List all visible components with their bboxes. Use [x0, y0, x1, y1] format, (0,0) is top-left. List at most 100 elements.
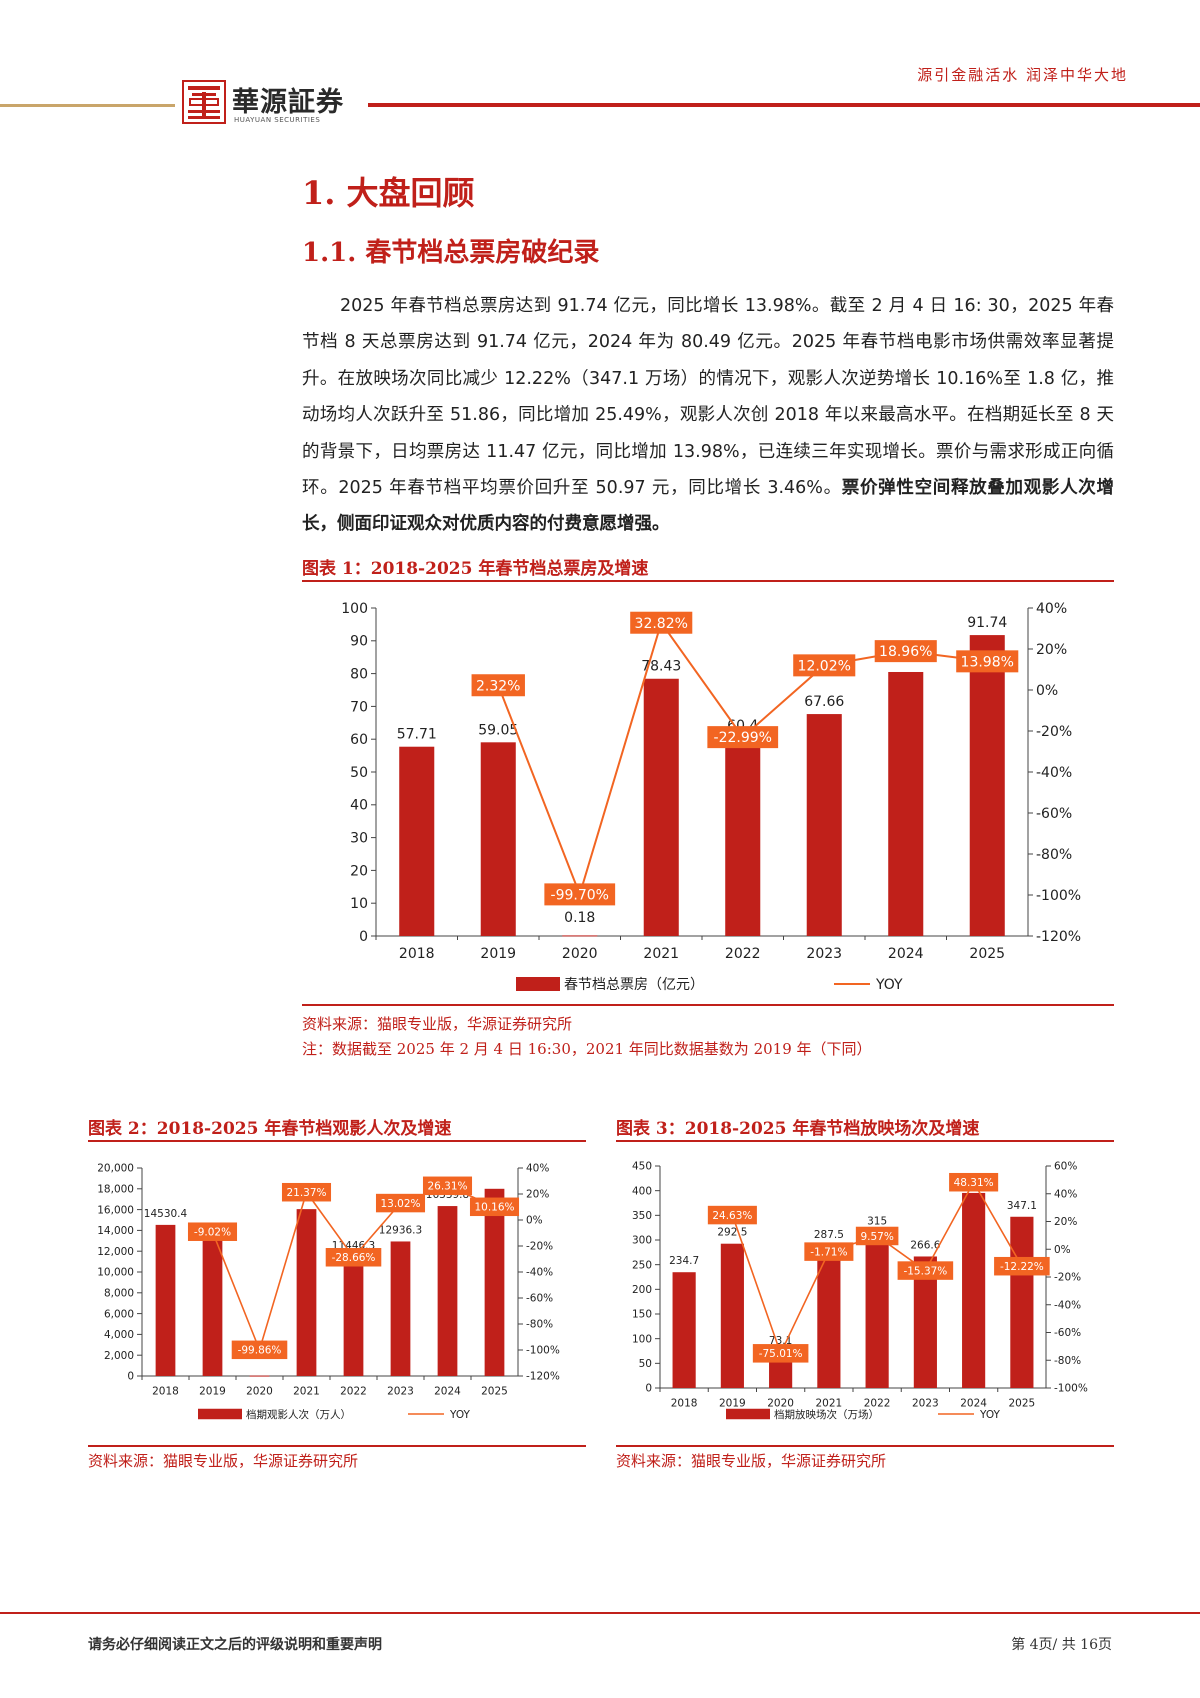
- y-tick-label: 2,000: [104, 1350, 134, 1362]
- yoy-label-box: [897, 1261, 954, 1280]
- y-tick-label: 80: [350, 667, 368, 683]
- figure-1-source: 资料来源：猫眼专业版，华源证券研究所: [302, 1015, 573, 1033]
- y-tick-label: 150: [632, 1309, 652, 1321]
- bar-value-label: 266.6: [910, 1239, 940, 1251]
- y2-tick-label: -120%: [1036, 929, 1081, 945]
- x-tick-label: 2021: [293, 1386, 320, 1398]
- figure-2-source: 资料来源：猫眼专业版，华源证券研究所: [88, 1452, 359, 1470]
- legend-bar-swatch: [516, 977, 560, 991]
- yoy-label-box: [422, 1176, 473, 1196]
- yoy-label-box: [471, 674, 525, 697]
- y-tick-label: 200: [632, 1284, 652, 1296]
- bar-value-label: 59.05: [478, 722, 518, 738]
- logo-seal-icon: [182, 80, 226, 124]
- y-tick-label: 12,000: [97, 1246, 134, 1258]
- y-tick-label: 20,000: [97, 1163, 134, 1175]
- y-tick-label: 250: [632, 1259, 652, 1271]
- bar: [562, 935, 598, 937]
- y2-tick-label: -80%: [1036, 847, 1072, 863]
- bar-value-label: 78.43: [641, 659, 681, 675]
- y-tick-label: 60: [350, 732, 368, 748]
- figure-1-rule: [302, 580, 1114, 582]
- figure-2-caption: 图表 2：2018-2025 年春节档观影人次及增速: [88, 1119, 452, 1139]
- bar: [969, 635, 1005, 936]
- x-tick-label: 2025: [969, 946, 1005, 962]
- bar-value-label: 287.5: [814, 1229, 844, 1241]
- y2-tick-label: -120%: [526, 1371, 560, 1383]
- yoy-value-label: 12.02%: [798, 658, 851, 674]
- bar-value-label: 14530.4: [144, 1208, 188, 1220]
- logo-name: 華源証券: [232, 87, 344, 118]
- y-tick-label: 400: [632, 1185, 652, 1197]
- bar: [865, 1232, 889, 1388]
- bar-value-label: 315: [867, 1216, 887, 1228]
- x-tick-label: 2025: [1009, 1398, 1036, 1410]
- x-tick-label: 2018: [399, 946, 435, 962]
- bar: [672, 1272, 696, 1388]
- bar: [249, 1375, 270, 1377]
- y2-tick-label: 0%: [1036, 683, 1058, 699]
- y2-tick-label: -20%: [1054, 1272, 1081, 1284]
- y-tick-label: 4,000: [104, 1329, 134, 1341]
- bar: [817, 1246, 841, 1388]
- y2-tick-label: 40%: [526, 1163, 549, 1175]
- y2-tick-label: -100%: [1054, 1383, 1088, 1395]
- header-rule-left: [0, 104, 175, 107]
- yoy-label-box: [994, 1256, 1050, 1276]
- bar: [888, 671, 924, 936]
- y-tick-label: 10,000: [97, 1267, 134, 1279]
- figure-3-chart: 450 400 350 300 250 200 150 100 50 0 60% 40% 20% 0% -2…: [632, 1161, 1088, 1421]
- x-tick-label: 2021: [816, 1398, 843, 1410]
- header-rule-right: [368, 103, 1200, 107]
- legend-bar-label: 档期观影人次（万人）: [246, 1408, 351, 1421]
- yoy-value-label: 13.98%: [961, 654, 1014, 670]
- bar-value-label: 347.1: [1007, 1200, 1037, 1212]
- y-tick-label: 10: [350, 896, 368, 912]
- x-tick-label: 2023: [806, 946, 842, 962]
- bar: [437, 1206, 458, 1376]
- y2-tick-label: 0%: [1054, 1244, 1071, 1256]
- figure-3-rule-bottom: [616, 1445, 1114, 1447]
- y-tick-label: 70: [350, 699, 368, 715]
- yoy-value-label: 13.02%: [380, 1198, 420, 1210]
- y-tick-label: 50: [639, 1358, 652, 1370]
- yoy-value-label: -99.86%: [238, 1345, 282, 1357]
- yoy-value-label: -28.66%: [332, 1252, 376, 1264]
- bar: [202, 1238, 223, 1376]
- company-logo: 華源証券 HUAYUAN SECURITIES: [182, 80, 362, 128]
- legend-bar-swatch: [198, 1408, 242, 1420]
- y-tick-label: 14,000: [97, 1225, 134, 1237]
- bar: [484, 1188, 505, 1376]
- legend-bar-swatch: [726, 1408, 770, 1420]
- figure-3-caption: 图表 3：2018-2025 年春节档放映场次及增速: [616, 1119, 980, 1139]
- footer-disclaimer: 请务必仔细阅读正文之后的评级说明和重要声明: [88, 1637, 382, 1653]
- y2-tick-label: -20%: [1036, 724, 1072, 740]
- y2-tick-label: -40%: [526, 1267, 553, 1279]
- figure-1-note: 注：数据截至 2025 年 2 月 4 日 16:30，2021 年同比数据基数…: [302, 1040, 872, 1058]
- legend-line-label: YOY: [449, 1409, 471, 1421]
- bar: [343, 1256, 364, 1376]
- y-tick-label: 8,000: [104, 1287, 134, 1299]
- x-tick-label: 2024: [960, 1398, 987, 1410]
- bar-value-label: 234.7: [669, 1255, 699, 1267]
- figure-2-rule: [88, 1140, 586, 1142]
- x-tick-label: 2022: [340, 1386, 367, 1398]
- bar: [399, 746, 435, 936]
- y-tick-label: 300: [632, 1235, 652, 1247]
- yoy-label-box: [804, 1242, 854, 1261]
- y-tick-label: 350: [632, 1210, 652, 1222]
- bar-value-label: 91.74: [967, 615, 1007, 631]
- legend-bar-label: 档期放映场次（万场）: [774, 1408, 879, 1421]
- figure-2-rule-bottom: [88, 1445, 586, 1447]
- yoy-value-label: 18.96%: [879, 644, 932, 660]
- bar: [720, 1243, 744, 1388]
- y2-tick-label: -80%: [526, 1319, 553, 1331]
- subsection-heading: 1.1. 春节档总票房破纪录: [302, 238, 600, 268]
- x-tick-label: 2018: [671, 1398, 698, 1410]
- x-tick-label: 2022: [725, 946, 761, 962]
- figure-1-chart: 100908070605040302010040%20%0%-20%-40%-6…: [341, 601, 1081, 993]
- x-tick-label: 2021: [643, 946, 679, 962]
- bar: [913, 1256, 937, 1388]
- y2-tick-label: 40%: [1036, 601, 1067, 617]
- x-tick-label: 2019: [199, 1386, 226, 1398]
